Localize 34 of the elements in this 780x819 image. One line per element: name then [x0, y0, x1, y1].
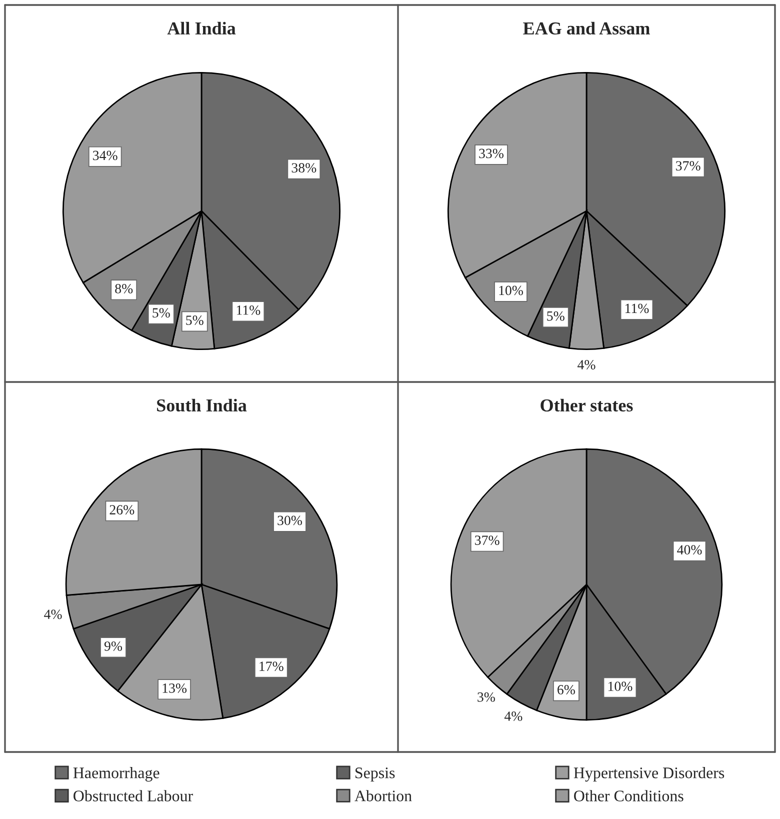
data-label: 26% — [110, 505, 134, 515]
data-label: 10% — [499, 286, 523, 296]
legend-label: Obstructed Labour — [74, 790, 193, 802]
chart-title: EAG and Assam — [523, 22, 650, 35]
data-label: 4% — [578, 360, 596, 370]
data-label: 11% — [625, 304, 649, 314]
data-label: 4% — [44, 610, 62, 620]
data-label: 33% — [479, 148, 504, 158]
data-label: 10% — [608, 682, 632, 692]
legend-label: Other Conditions — [574, 790, 684, 802]
legend-label: Haemorrhage — [73, 767, 160, 782]
chart-title: Other states — [540, 398, 633, 412]
data-label: 11% — [236, 305, 260, 315]
data-label: 5% — [152, 308, 170, 318]
chart-title: All India — [167, 22, 236, 35]
data-label: 34% — [93, 150, 118, 160]
data-label: 8% — [115, 284, 133, 294]
data-label: 17% — [260, 662, 284, 672]
data-label: 4% — [504, 712, 522, 721]
legend-label: Sepsis — [355, 768, 395, 782]
data-label: 37% — [676, 161, 700, 171]
data-label: 5% — [547, 311, 564, 321]
data-label: 5% — [186, 316, 204, 325]
data-label: 40% — [677, 545, 702, 555]
data-label: 30% — [278, 516, 302, 526]
data-label: 37% — [475, 536, 500, 545]
data-label: 9% — [104, 641, 122, 651]
legend-label: Hypertensive Disorders — [574, 767, 724, 782]
legend-label: Abortion — [354, 790, 412, 802]
data-label: 6% — [558, 685, 575, 694]
data-label: 13% — [162, 683, 187, 693]
data-label: 38% — [292, 163, 316, 173]
data-label: 3% — [478, 692, 495, 702]
chart-title: South India — [157, 398, 247, 412]
